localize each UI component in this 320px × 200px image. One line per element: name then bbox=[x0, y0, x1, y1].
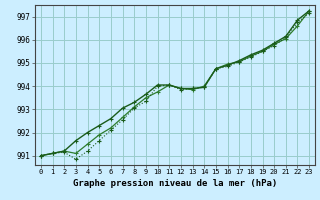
X-axis label: Graphe pression niveau de la mer (hPa): Graphe pression niveau de la mer (hPa) bbox=[73, 179, 277, 188]
